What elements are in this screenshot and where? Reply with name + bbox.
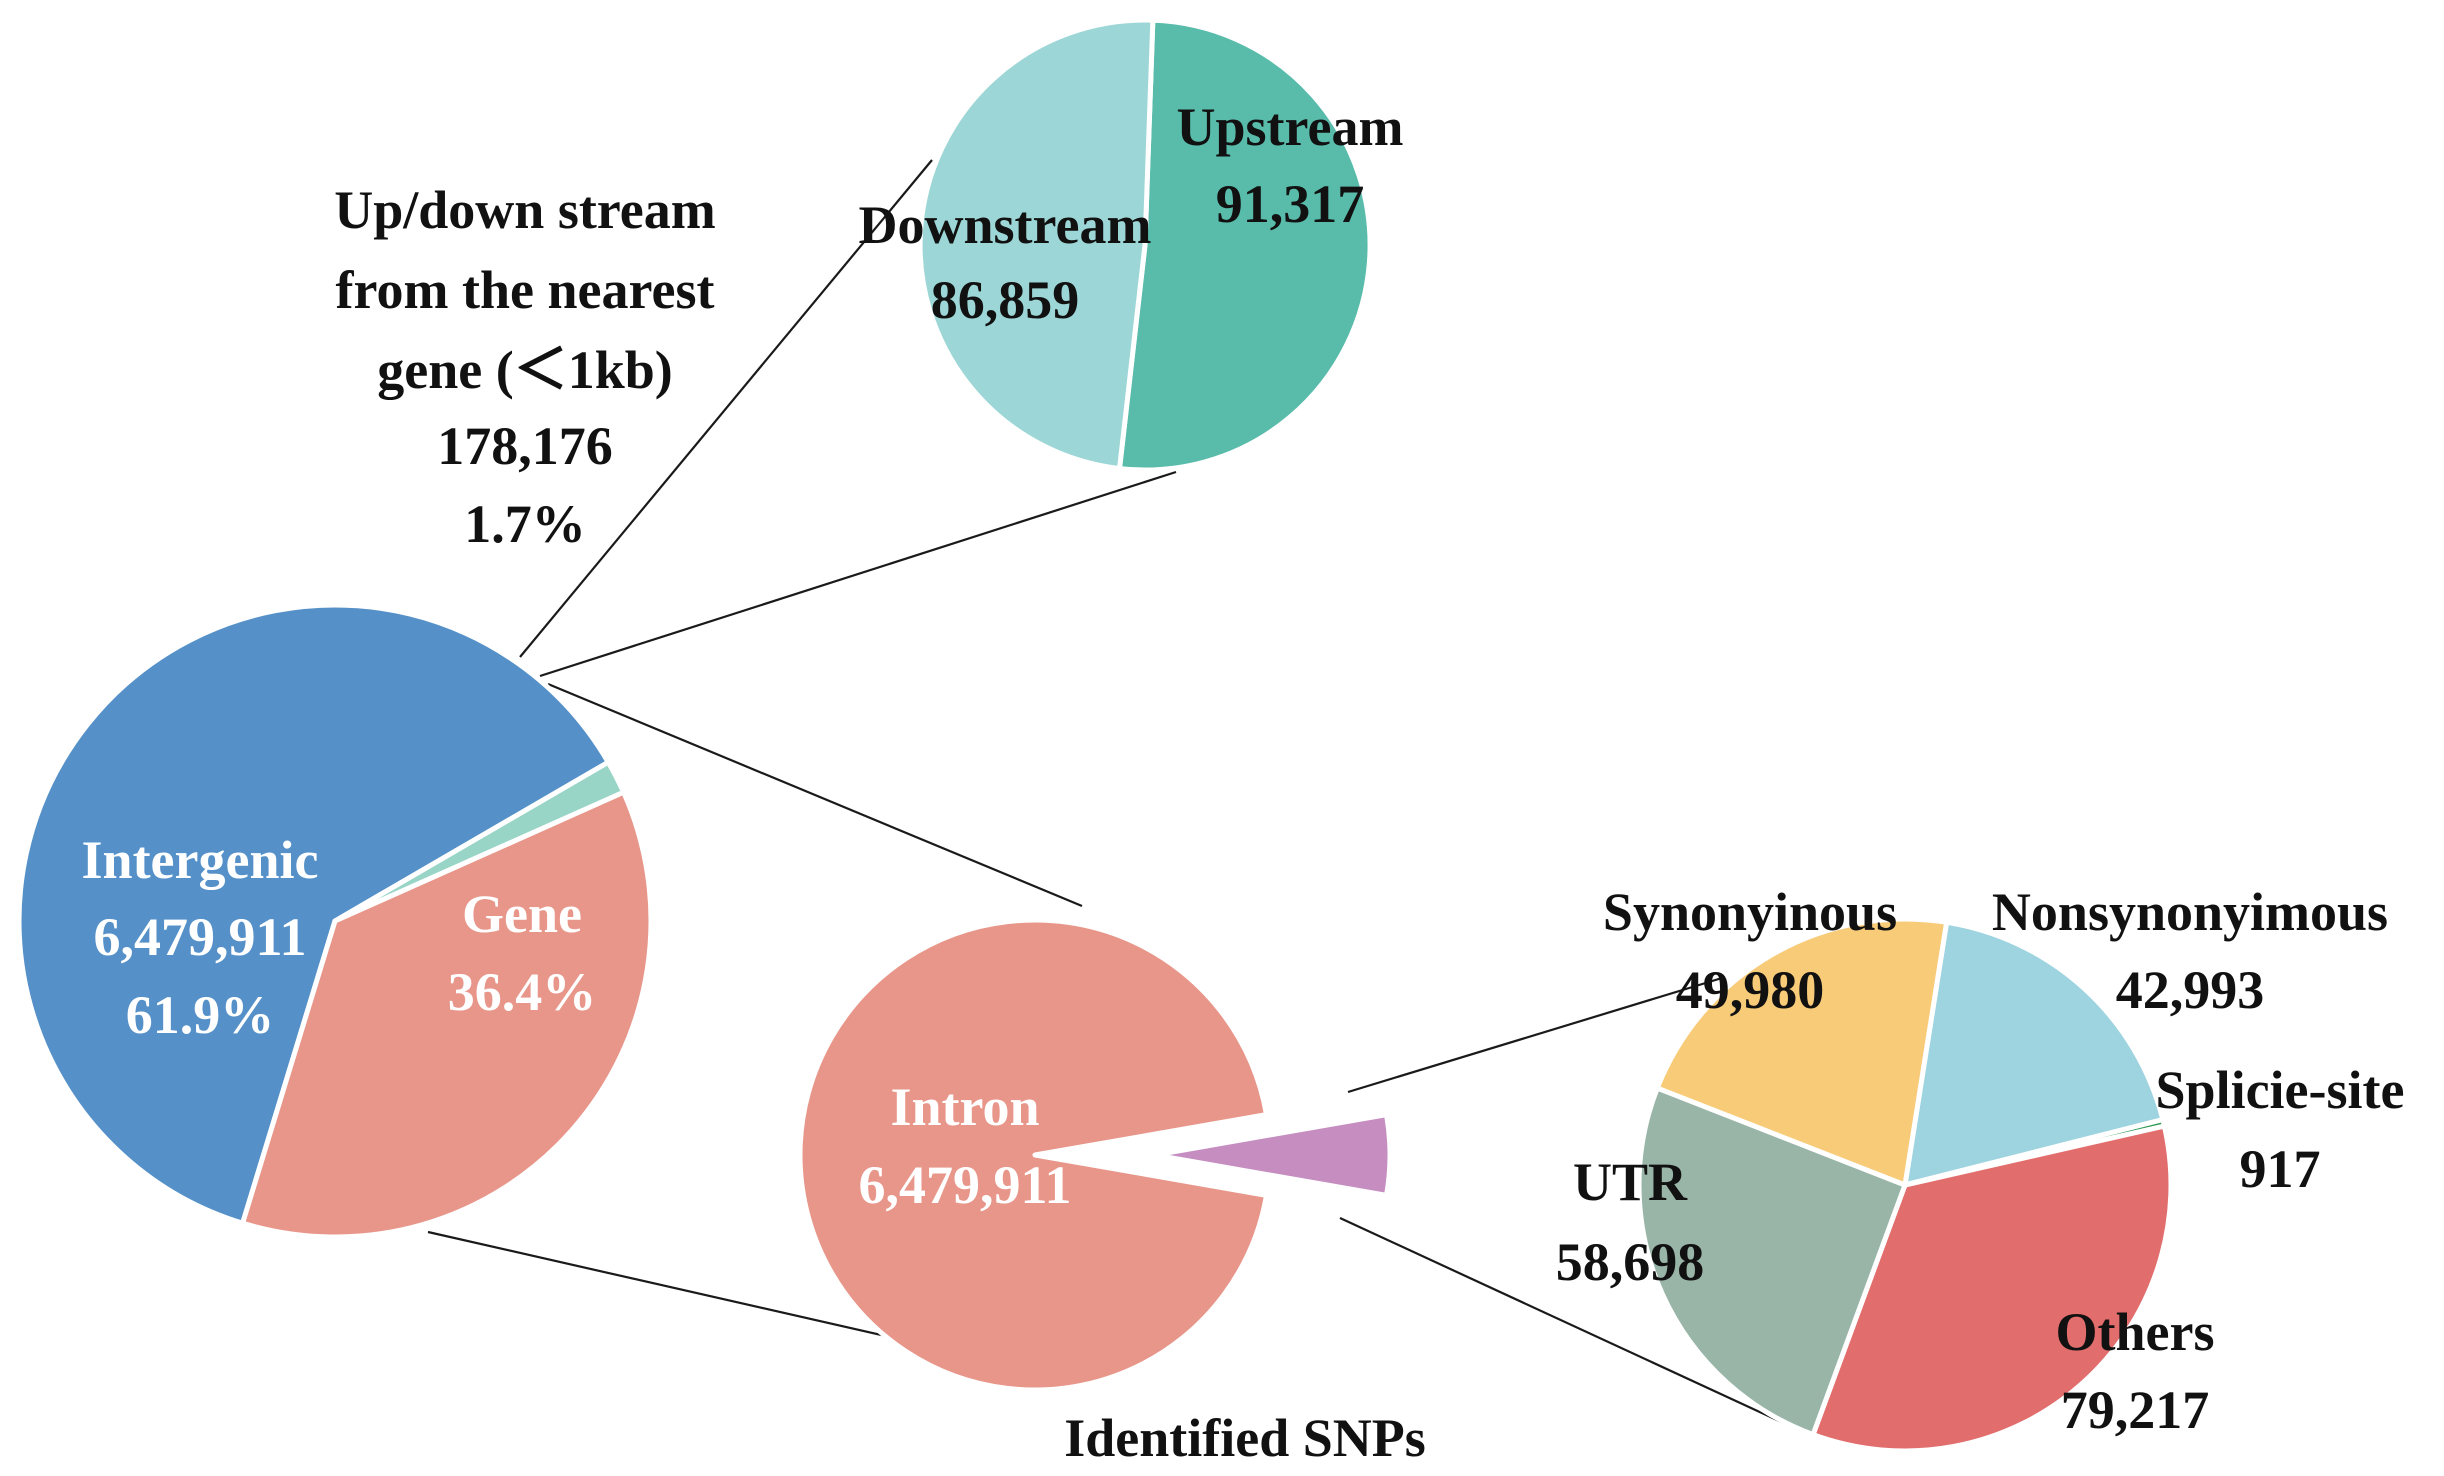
slice-nonsynonymous <box>1902 919 2166 1188</box>
label-gene-percent: 36.4% <box>448 962 597 1022</box>
label-downstream-count: 86,859 <box>931 270 1080 330</box>
label-intergenic-name: Intergenic <box>82 830 319 890</box>
label-utr-count: 58,698 <box>1556 1232 1705 1292</box>
label-updown-percent: 1.7% <box>464 494 586 554</box>
pie-gene <box>797 917 1393 1393</box>
label-updown-title-2: from the nearest <box>336 260 715 320</box>
data-labels: Up/down stream from the nearest gene (＜1… <box>82 97 2405 1468</box>
label-updown-count: 178,176 <box>437 416 613 476</box>
label-synonymous-name: Synonyinous <box>1603 882 1897 942</box>
label-intergenic-count: 6,479,911 <box>93 907 306 967</box>
slice-exon <box>1152 1112 1393 1198</box>
pie-exonic <box>1636 916 2174 1454</box>
connector-exonic-bottom <box>1339 1217 1791 1427</box>
label-utr-name: UTR <box>1573 1152 1688 1212</box>
label-upstream-name: Upstream <box>1177 97 1404 157</box>
label-intron-count: 6,479,911 <box>858 1155 1071 1215</box>
slice-intron <box>797 917 1269 1393</box>
slice-downstream <box>917 17 1156 472</box>
label-others-count: 79,217 <box>2061 1380 2210 1440</box>
slice-synonymous <box>1654 916 1950 1188</box>
label-upstream-count: 91,317 <box>1216 174 1365 234</box>
connector-gene-top <box>547 682 1083 908</box>
label-downstream-name: Downstream <box>859 195 1152 255</box>
label-others-name: Others <box>2056 1302 2215 1362</box>
label-nonsynonymous-count: 42,993 <box>2116 960 2265 1020</box>
label-synonymous-count: 49,980 <box>1676 960 1825 1020</box>
label-intron-name: Intron <box>890 1077 1039 1137</box>
label-updown-title-1: Up/down stream <box>334 180 716 240</box>
slice-utr <box>1636 1085 1908 1438</box>
label-intergenic-percent: 61.9% <box>126 985 275 1045</box>
slice-gene <box>240 789 654 1240</box>
pie-overall <box>16 602 654 1240</box>
slice-others <box>1810 1123 2174 1454</box>
slice-upstream <box>1117 17 1373 473</box>
label-nonsynonymous-name: Nonsynonyimous <box>1992 882 2388 942</box>
label-splice-count: 917 <box>2240 1139 2321 1199</box>
pie-updown <box>917 17 1373 473</box>
connector-updown-bottom <box>539 470 1177 678</box>
label-updown-title-3: gene (＜1kb) <box>377 340 673 400</box>
connector-exonic-top <box>1347 976 1723 1094</box>
connector-lines <box>427 159 1791 1427</box>
label-gene-name: Gene <box>462 884 582 944</box>
connector-updown-top <box>519 159 933 658</box>
label-splice-name: Splicie-site <box>2156 1060 2405 1120</box>
figure-caption: Identified SNPs <box>1064 1408 1426 1468</box>
slice-intergenic <box>16 602 611 1226</box>
